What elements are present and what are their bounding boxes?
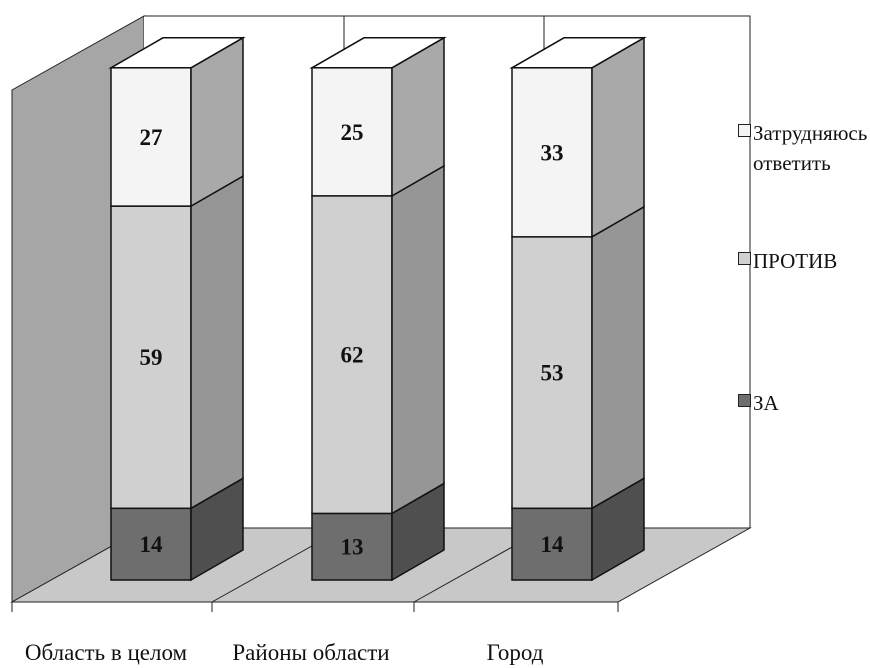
data-label-0-0: 14 [140,532,164,557]
bar-1-top [309,37,447,69]
legend-swatch-2 [738,394,751,407]
data-label-0-2: 27 [140,125,163,150]
data-label-2-0: 14 [541,532,565,557]
bar-2-series-2-side [591,36,645,239]
x-tick-label-0: Область в целом [25,640,188,665]
legend-item-2: ЗА [738,388,779,418]
bar-2-series-0-front [511,507,593,581]
x-tick-label-2: Город [487,640,544,665]
data-label-1-0: 13 [341,535,364,560]
bar-1-series-1-front [311,195,393,515]
bar-0-series-1-side [190,174,244,510]
bar-2-series-1-side [591,205,645,510]
bar-2-series-2-front [511,67,593,238]
legend-item-0: Затрудняюсь ответить [738,118,867,179]
x-tick-label-1: Районы области [232,640,389,665]
legend-swatch-1 [738,252,751,265]
bar-1-series-0-front [311,512,393,581]
legend-label-1: ПРОТИВ [753,249,838,273]
bar-1-series-1-side [391,164,445,515]
back-wall [144,16,750,528]
bar-1-series-2-front [311,67,393,197]
data-label-1-1: 62 [341,343,364,368]
legend-label-0: Затрудняюсь ответить [753,121,868,176]
legend-label-2: ЗА [753,391,779,415]
legend-item-1: ПРОТИВ [738,246,837,276]
bar-0-top [108,37,246,69]
bar-2-series-1-front [511,236,593,510]
data-label-1-2: 25 [341,120,364,145]
data-label-2-2: 33 [541,140,564,165]
legend-swatch-0 [738,124,751,137]
data-label-2-1: 53 [541,361,564,386]
bar-2-top [509,37,647,69]
data-label-0-1: 59 [140,345,163,370]
